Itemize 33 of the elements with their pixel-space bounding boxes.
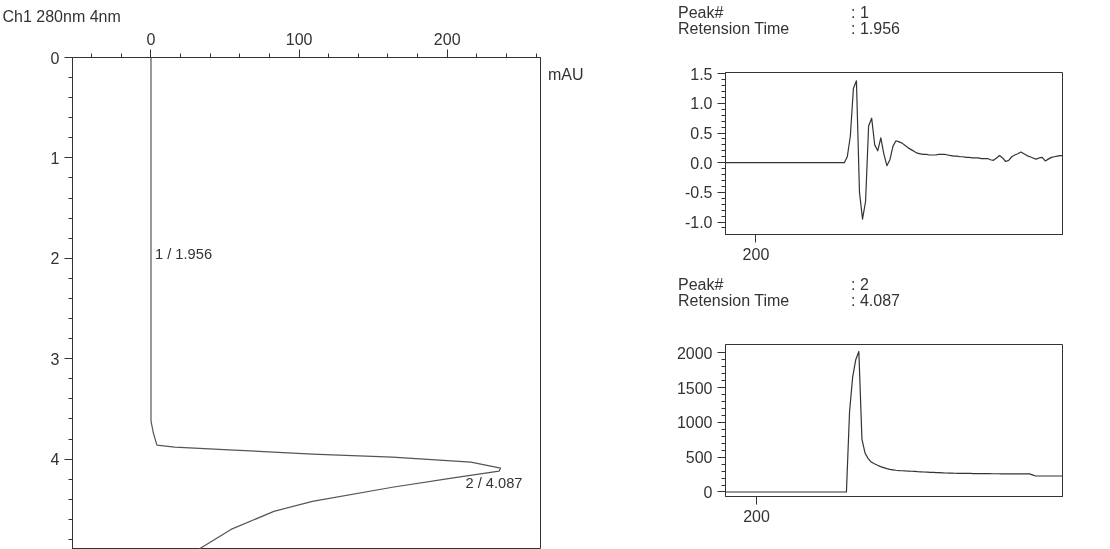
y-tick-label: 1500 xyxy=(676,379,713,397)
y-tick-label: 3 xyxy=(50,350,60,368)
y-tick-label: -1.0 xyxy=(684,214,713,232)
x-tick-label: 0 xyxy=(146,30,156,48)
y-tick-label: 2 xyxy=(50,250,60,268)
y-tick-label: 0.0 xyxy=(690,154,713,172)
text: Peak# xyxy=(678,276,725,293)
text: : 1.956 xyxy=(851,20,900,37)
text: Retension Time xyxy=(678,20,791,37)
y-tick-label: 0.5 xyxy=(690,125,713,143)
text: : 2 xyxy=(851,276,870,293)
text: Retension Time xyxy=(678,292,791,309)
y-tick-label: 1000 xyxy=(676,414,713,432)
y-tick-label: 0 xyxy=(50,49,60,67)
y-tick-label: 1.0 xyxy=(690,95,713,113)
y-tick-label: 4 xyxy=(50,451,60,469)
annotation: 2 / 4.087 xyxy=(465,474,523,491)
x-tick-label: 100 xyxy=(285,30,313,48)
chart-title: Ch1 280nm 4nm xyxy=(2,7,121,25)
y-tick-label: 1 xyxy=(50,149,60,167)
annotation: 1 / 1.956 xyxy=(154,245,213,262)
y-tick-label: 500 xyxy=(685,449,713,467)
text: : 4.087 xyxy=(851,292,900,309)
x-tick-label: 200 xyxy=(433,30,461,48)
y-tick-label: -0.5 xyxy=(684,184,713,202)
x-tick-label: 200 xyxy=(743,507,770,525)
y-tick-label: 0 xyxy=(703,483,713,501)
x-tick-label: 200 xyxy=(742,245,770,263)
y-tick-label: 2000 xyxy=(676,344,713,362)
text: : 1 xyxy=(851,4,870,21)
text: Peak# xyxy=(678,4,725,21)
x-axis-title: mAU xyxy=(548,65,584,85)
y-tick-label: 1.5 xyxy=(690,65,713,83)
